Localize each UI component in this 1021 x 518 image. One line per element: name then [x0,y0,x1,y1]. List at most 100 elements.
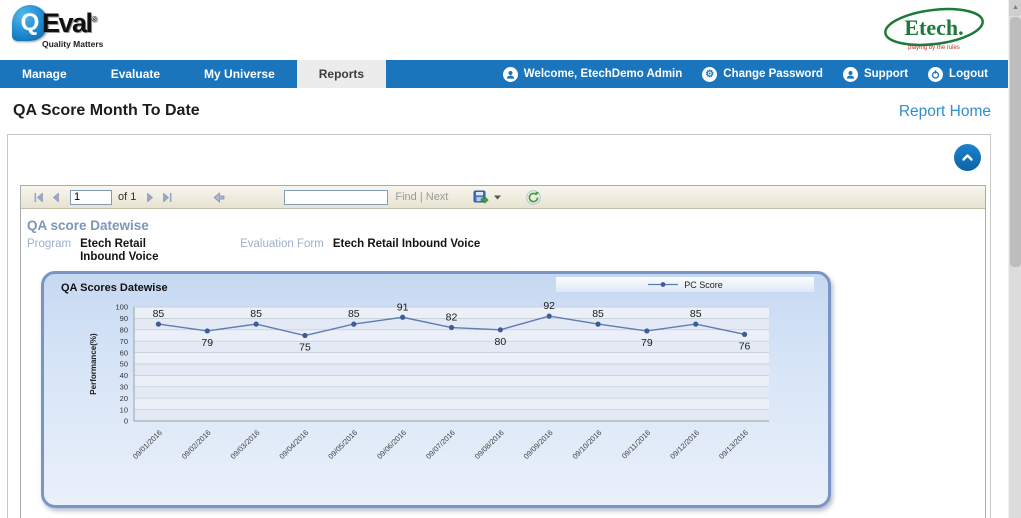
export-dropdown-icon[interactable] [494,195,502,200]
svg-text:82: 82 [446,312,458,324]
next-page-icon[interactable] [142,191,159,204]
svg-text:100: 100 [115,303,128,312]
report-panel: of 1 Find | Next [7,134,991,518]
svg-text:80: 80 [495,336,507,348]
chevron-up-icon [962,154,973,161]
svg-text:09/09/2016: 09/09/2016 [522,428,555,461]
svg-text:09/03/2016: 09/03/2016 [229,428,262,461]
svg-text:85: 85 [250,309,262,321]
welcome-label: Welcome, EtechDemo Admin [523,68,683,80]
svg-text:09/12/2016: 09/12/2016 [668,428,701,461]
change-password-label: Change Password [723,68,823,80]
etech-logo: Etech. playing by the rules [882,6,986,59]
page-count-label: of 1 [118,191,137,203]
svg-text:90: 90 [120,315,128,324]
evaluation-form-value: Etech Retail Inbound Voice [332,238,481,250]
logout-label: Logout [949,68,988,80]
report-viewer: of 1 Find | Next [20,185,986,518]
main-nav: Manage Evaluate My Universe Reports Welc… [0,60,1008,88]
svg-text:30: 30 [120,383,128,392]
qeval-tagline: Quality Matters [42,39,104,49]
report-viewer-toolbar: of 1 Find | Next [21,186,985,209]
qa-scores-chart: QA Scores Datewise PC Score 0 10 20 30 40 50 6… [41,271,831,509]
svg-text:75: 75 [299,342,311,354]
etech-tagline: playing by the rules [908,45,960,51]
program-value: Etech Retail Inbound Voice [80,238,159,264]
logout-button[interactable]: Logout [918,66,998,82]
svg-text:92: 92 [543,301,555,313]
svg-text:09/10/2016: 09/10/2016 [571,428,604,461]
svg-text:09/11/2016: 09/11/2016 [620,428,653,461]
svg-text:09/04/2016: 09/04/2016 [277,428,310,461]
first-page-icon[interactable] [30,191,47,204]
svg-text:40: 40 [120,372,128,381]
find-next-separator: | [419,191,423,203]
power-icon [928,66,944,82]
welcome-user[interactable]: Welcome, EtechDemo Admin [493,66,692,82]
page-scrollbar[interactable]: ▲ [1008,0,1021,518]
svg-text:09/13/2016: 09/13/2016 [717,428,750,461]
svg-text:85: 85 [592,309,604,321]
chart-legend: PC Score [556,277,814,293]
next-link[interactable]: Next [425,191,449,203]
svg-text:Performance(%): Performance(%) [89,333,98,395]
report-content: QA score Datewise Program Etech Retail I… [21,209,985,509]
svg-text:09/02/2016: 09/02/2016 [180,428,213,461]
svg-text:0: 0 [124,417,128,426]
svg-text:76: 76 [739,341,751,353]
support-label: Support [863,68,909,80]
find-link[interactable]: Find [395,191,417,203]
search-input[interactable] [284,189,389,205]
report-title: QA score Datewise [27,218,149,233]
svg-text:80: 80 [120,326,128,335]
scrollbar-thumb[interactable] [1010,17,1021,267]
header: Q Eval® Quality Matters Etech. playing b… [0,0,1008,60]
change-password-button[interactable]: ⚙ Change Password [692,66,833,82]
svg-text:09/08/2016: 09/08/2016 [473,428,506,461]
svg-text:09/05/2016: 09/05/2016 [326,428,359,461]
scroll-up-icon[interactable]: ▲ [1009,0,1021,16]
svg-text:09/01/2016: 09/01/2016 [131,428,164,461]
program-label: Program [27,238,72,250]
prev-page-icon[interactable] [47,191,64,204]
svg-text:60: 60 [120,349,128,358]
report-home-link[interactable]: Report Home [898,103,991,120]
refresh-icon[interactable] [523,189,544,206]
svg-text:09/06/2016: 09/06/2016 [375,428,408,461]
report-parameters: Program Etech Retail Inbound Voice Evalu… [27,238,985,264]
export-icon[interactable] [470,189,492,205]
svg-text:20: 20 [120,394,128,403]
nav-tab-my-universe[interactable]: My Universe [204,67,275,81]
registered-mark: ® [91,14,98,24]
svg-text:85: 85 [153,309,165,321]
page-number-input[interactable] [70,189,112,205]
svg-text:79: 79 [641,337,653,349]
evaluation-form-label: Evaluation Form [240,238,324,250]
svg-text:70: 70 [120,337,128,346]
qeval-wordmark: Eval® [42,7,98,38]
last-page-icon[interactable] [159,191,176,204]
legend-line-marker-icon [648,282,679,288]
nav-tab-evaluate[interactable]: Evaluate [110,67,161,81]
etech-wordmark: Etech. [904,15,963,40]
svg-text:79: 79 [201,337,213,349]
qeval-q-icon: Q [12,5,48,41]
page-title: QA Score Month To Date [13,102,200,119]
support-icon [842,66,858,82]
nav-tab-manage[interactable]: Manage [22,67,67,81]
svg-text:91: 91 [397,302,409,314]
svg-text:50: 50 [120,360,128,369]
svg-text:09/07/2016: 09/07/2016 [424,428,457,461]
find-next-controls: Find | Next [395,191,448,203]
chart-title: QA Scores Datewise [61,282,168,295]
svg-text:85: 85 [690,309,702,321]
parent-report-icon[interactable] [210,191,228,204]
qeval-logo: Q Eval® Quality Matters [12,5,103,49]
collapse-panel-button[interactable] [954,144,981,171]
nav-tab-reports[interactable]: Reports [296,60,387,88]
legend-series-label: PC Score [684,279,723,290]
support-button[interactable]: Support [833,66,918,82]
svg-text:85: 85 [348,309,360,321]
chart-plot-area: 0 10 20 30 40 50 60 70 80 90 100 Performance(%) 85 79… [89,301,769,461]
gear-icon: ⚙ [702,66,718,82]
